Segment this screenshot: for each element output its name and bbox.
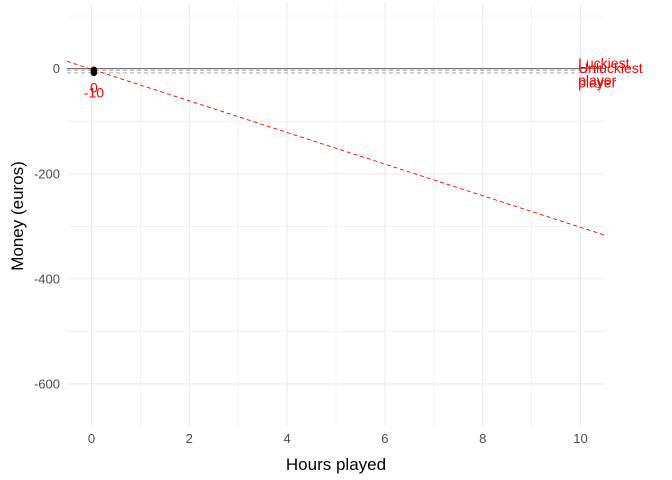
- x-axis-title: Hours played: [286, 455, 386, 474]
- x-tick-label: 4: [283, 431, 290, 446]
- annotation-label: 0: [90, 79, 98, 95]
- y-tick-label: -400: [34, 271, 60, 286]
- annotation-label: Luckiest: [578, 55, 629, 71]
- annotation-label: -10: [84, 85, 104, 101]
- x-axis-ticks: 0 2 4 6 8 10: [88, 431, 588, 446]
- grid-lines: [67, 3, 605, 426]
- annotation-label: player: [578, 75, 616, 91]
- x-tick-label: 6: [381, 431, 388, 446]
- x-tick-label: 2: [186, 431, 193, 446]
- y-tick-label: 0: [53, 61, 60, 76]
- data-point: [90, 69, 98, 77]
- series-lines: [66, 60, 606, 236]
- x-tick-label: 0: [88, 431, 95, 446]
- y-axis-ticks: 0 -200 -400 -600: [34, 61, 60, 391]
- x-tick-label: 8: [479, 431, 486, 446]
- annotation-label: player: [578, 72, 616, 88]
- x-tick-label: 10: [573, 431, 587, 446]
- data-points: [90, 66, 98, 77]
- annotation-label: Unluckiest: [578, 60, 643, 76]
- y-axis-title: Money (euros): [8, 161, 27, 271]
- y-tick-label: -200: [34, 166, 60, 181]
- series-line-3: [66, 60, 606, 236]
- y-tick-label: -600: [34, 376, 60, 391]
